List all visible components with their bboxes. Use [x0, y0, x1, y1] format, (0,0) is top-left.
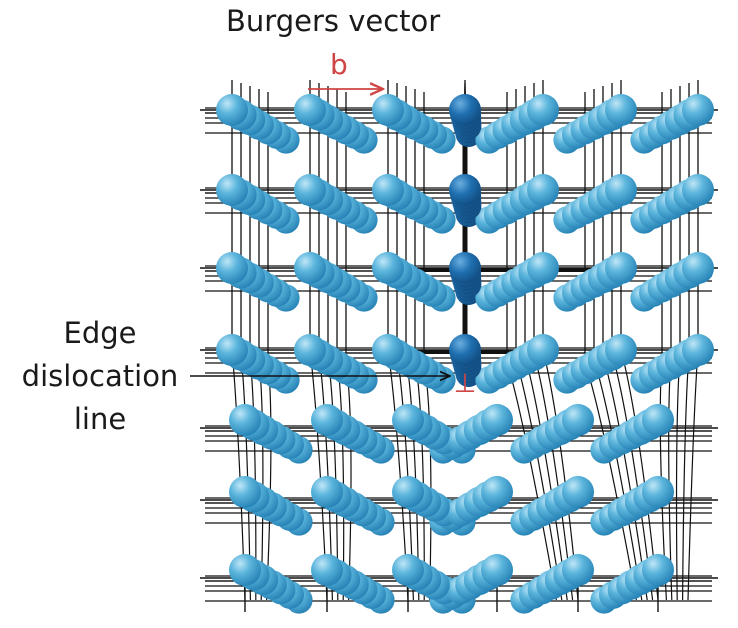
extra-half-plane-atom — [449, 94, 481, 126]
lattice-bent-line — [687, 349, 699, 601]
lattice-atom — [605, 334, 637, 366]
edge-label-line-3: line — [73, 402, 127, 436]
lattice-bent-line — [506, 361, 557, 601]
lattice-atom — [372, 252, 404, 284]
lattice-atom — [216, 252, 248, 284]
lattice-atom — [642, 476, 674, 508]
lattice-atom — [481, 404, 513, 436]
extra-half-plane-atom — [449, 174, 481, 206]
lattice-atom — [311, 476, 343, 508]
lattice-atom — [527, 334, 559, 366]
lattice-bent-line — [515, 358, 563, 601]
lattice-atom — [294, 252, 326, 284]
lattice-atom — [216, 174, 248, 206]
lattice-bent-line — [593, 358, 643, 601]
lattice-atom — [311, 554, 343, 586]
lattice-atom — [372, 174, 404, 206]
lattice-atom — [294, 174, 326, 206]
burgers-symbol-b: b — [330, 48, 348, 81]
lattice-atom — [527, 94, 559, 126]
lattice-atom — [527, 252, 559, 284]
lattice-bent-line — [682, 352, 690, 601]
lattice-atom — [294, 334, 326, 366]
lattice-atom — [605, 94, 637, 126]
lattice-atom — [481, 554, 513, 586]
lattice-atom — [682, 174, 714, 206]
edge-label-line-1: Edge — [63, 316, 137, 350]
extra-half-plane-atom — [449, 252, 481, 284]
burgers-vector-title: Burgers vector — [226, 4, 441, 38]
lattice-atom — [311, 404, 343, 436]
edge-dislocation-line-label: Edge dislocation line — [0, 312, 200, 441]
lattice-atom — [229, 476, 261, 508]
extra-half-plane-atom — [449, 334, 481, 366]
lattice-atom — [562, 554, 594, 586]
lattice-atom — [372, 334, 404, 366]
lattice-bent-line — [266, 361, 272, 601]
lattice-atoms — [216, 94, 714, 614]
lattice-bent-line — [675, 355, 681, 601]
lattice-atom — [605, 174, 637, 206]
lattice-atom — [682, 94, 714, 126]
dislocation-symbol: ⊥ — [454, 369, 477, 399]
lattice-atom — [682, 334, 714, 366]
lattice-atom — [642, 404, 674, 436]
lattice-atom — [216, 94, 248, 126]
lattice-atom — [294, 94, 326, 126]
lattice-atom — [682, 252, 714, 284]
lattice-atom — [392, 404, 424, 436]
lattice-atom — [229, 404, 261, 436]
lattice-atom — [481, 476, 513, 508]
lattice-atom — [229, 554, 261, 586]
edge-label-line-2: dislocation — [21, 359, 179, 393]
lattice-atom — [527, 174, 559, 206]
lattice-atom — [372, 94, 404, 126]
lattice-atom — [562, 476, 594, 508]
lattice-atom — [605, 252, 637, 284]
lattice-atom — [392, 476, 424, 508]
lattice-atom — [562, 404, 594, 436]
lattice-atom — [216, 334, 248, 366]
lattice-atom — [392, 554, 424, 586]
lattice-atom — [642, 554, 674, 586]
